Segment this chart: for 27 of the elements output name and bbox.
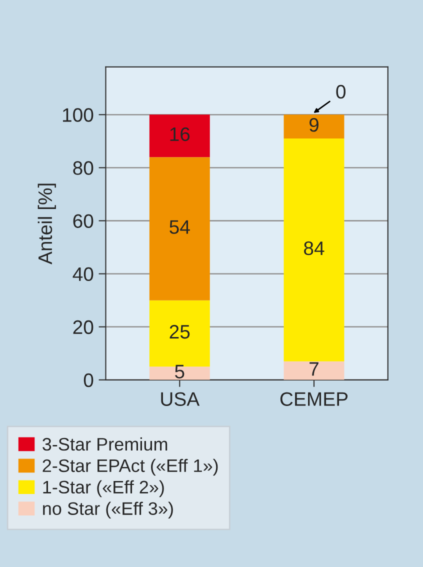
y-tick-label: 40: [72, 267, 94, 282]
data-label: 9: [310, 118, 318, 132]
y-tick-label: 0: [84, 373, 94, 388]
bar: [284, 138, 344, 362]
data-label: 5: [175, 364, 184, 378]
data-label: 25: [170, 324, 190, 339]
legend-label: 2-Star EPAct («Eff 1»): [42, 458, 218, 476]
legend-label: 3-Star Premium: [42, 437, 168, 451]
y-tick-label: 20: [73, 320, 94, 334]
bar: [149, 157, 210, 300]
y-tick-label: 100: [62, 108, 94, 122]
bar: [284, 114, 344, 139]
y-tick-label: 60: [73, 214, 94, 228]
bar: [149, 114, 210, 158]
data-label: 7: [310, 362, 318, 376]
legend-label: 1-Star («Eff 2»): [43, 480, 164, 498]
y-tick-label: 80: [73, 161, 94, 175]
x-tick-label: CEMEP: [280, 392, 348, 406]
bar: [284, 361, 344, 380]
data-label: 16: [170, 127, 190, 142]
bar: [149, 366, 210, 380]
legend-label: no Star («Eff 3»): [43, 502, 173, 519]
data-label: 84: [304, 241, 324, 256]
data-label: 54: [170, 220, 190, 234]
y-axis-title: Anteil [%]: [38, 184, 56, 264]
x-tick-label: USA: [161, 392, 200, 406]
data-label: 0: [336, 84, 346, 99]
